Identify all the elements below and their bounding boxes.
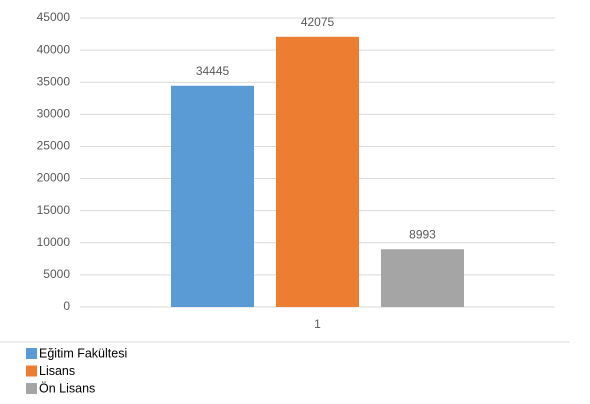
data-label: 34445 [196,64,230,78]
data-label: 42075 [301,15,335,29]
y-tick-label: 15000 [37,203,71,217]
legend-label: Eğitim Fakültesi [39,346,127,360]
bar [171,85,254,307]
y-tick-label: 20000 [37,171,71,185]
y-tick-label: 35000 [37,74,71,88]
bar [276,36,359,307]
y-tick-label: 45000 [37,10,71,24]
y-tick-label: 25000 [37,139,71,153]
legend-label: Lisans [39,364,75,378]
data-label: 8993 [409,227,436,241]
y-tick-label: 30000 [37,107,71,121]
legend-swatch [26,383,37,394]
legend-label: Ön Lisans [39,381,95,395]
y-tick-label: 5000 [43,267,70,281]
legend-swatch [26,365,37,377]
x-tick-label: 1 [314,317,321,331]
y-tick-label: 40000 [37,42,71,56]
y-tick-label: 10000 [37,235,71,249]
legend-swatch [26,348,37,359]
y-tick-label: 0 [63,299,70,313]
bar [381,249,464,307]
